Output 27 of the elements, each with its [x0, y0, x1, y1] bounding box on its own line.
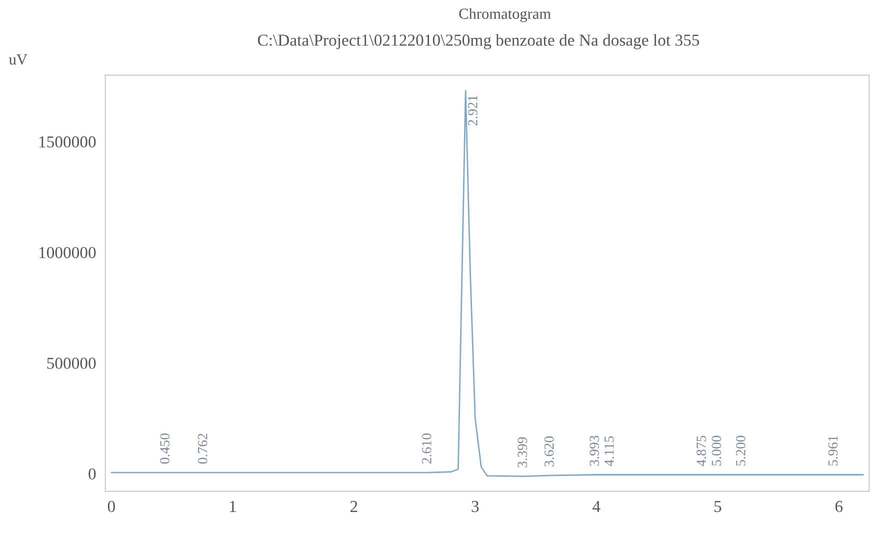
line-series [110, 90, 864, 477]
annotation: 5.000 [712, 436, 722, 466]
chart-title: Chromatogram [459, 8, 551, 22]
x-tick-label: 2 [350, 500, 358, 512]
y-tick-label: 1000000 [39, 246, 96, 258]
annotation: 2.610 [422, 433, 432, 464]
annotation: 5.200 [736, 436, 746, 466]
x-tick-label: 6 [835, 500, 843, 512]
annotation: 2.921 [468, 96, 478, 126]
x-tick-label: 1 [230, 500, 236, 512]
y-tick-label: 0 [88, 468, 96, 480]
x-tick-label: 3 [472, 500, 479, 512]
chart-subtitle: C:\Data\Project1\02122010\250mg benzoate de Na dosage lot 355 [258, 34, 700, 50]
annotation: 4.875 [696, 436, 706, 466]
x-tick-label: 0 [108, 500, 115, 512]
x-tick-label: 4 [592, 500, 600, 512]
annotation: 0.450 [160, 433, 170, 464]
annotation: 5.961 [828, 436, 838, 466]
annotation: 0.762 [198, 434, 208, 464]
annotation: 3.993 [590, 436, 600, 466]
y-tick-label: 1500000 [39, 136, 96, 148]
annotation: 4.115 [604, 436, 614, 466]
annotation: 3.620 [544, 436, 554, 466]
y-tick-label: 500000 [47, 358, 96, 369]
x-tick-label: 5 [714, 501, 722, 512]
annotation: 3.399 [518, 437, 528, 468]
y-axis-title: uV [8, 54, 28, 65]
